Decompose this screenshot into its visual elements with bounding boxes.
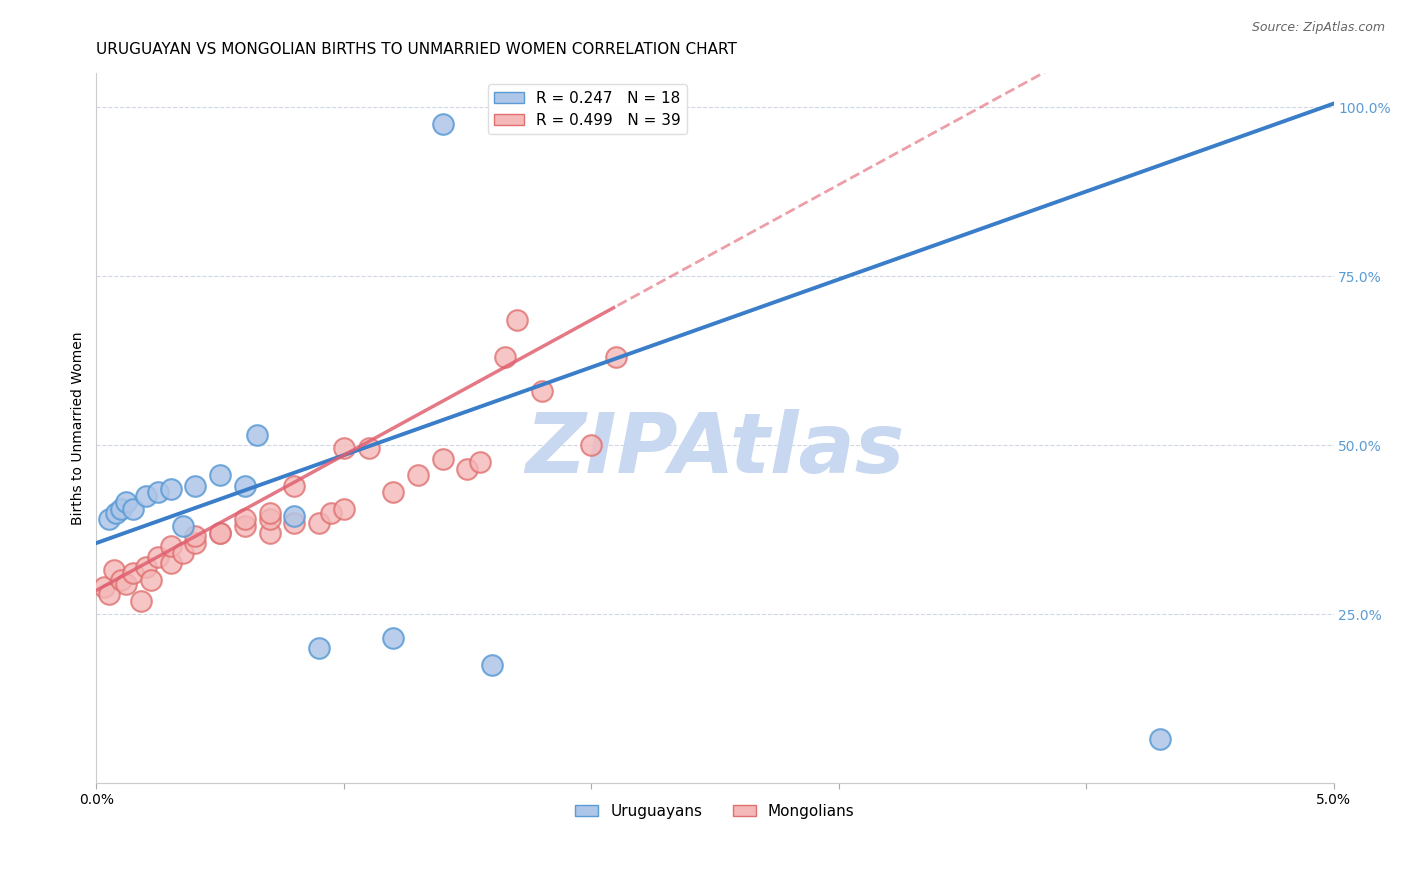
Point: [308, 640, 330, 655]
Point: [579, 438, 602, 452]
Point: [283, 508, 305, 523]
Point: [184, 536, 207, 550]
Point: [115, 576, 138, 591]
Point: [103, 563, 125, 577]
Point: [159, 540, 181, 554]
Point: [233, 512, 256, 526]
Point: [129, 593, 152, 607]
Text: URUGUAYAN VS MONGOLIAN BIRTHS TO UNMARRIED WOMEN CORRELATION CHART: URUGUAYAN VS MONGOLIAN BIRTHS TO UNMARRI…: [97, 42, 737, 57]
Text: ZIPAtlas: ZIPAtlas: [526, 409, 904, 490]
Point: [283, 516, 305, 530]
Point: [159, 557, 181, 571]
Point: [122, 502, 145, 516]
Point: [115, 495, 138, 509]
Point: [259, 506, 281, 520]
Point: [457, 461, 479, 475]
Point: [605, 350, 627, 364]
Point: [122, 566, 145, 581]
Point: [233, 478, 256, 492]
Point: [93, 580, 115, 594]
Point: [432, 117, 454, 131]
Point: [321, 506, 343, 520]
Point: [283, 478, 305, 492]
Point: [139, 573, 162, 587]
Point: [1149, 732, 1171, 747]
Point: [494, 350, 516, 364]
Point: [333, 442, 356, 456]
Point: [135, 559, 157, 574]
Point: [148, 485, 170, 500]
Point: [110, 573, 132, 587]
Point: [246, 428, 269, 442]
Point: [97, 587, 120, 601]
Point: [382, 485, 405, 500]
Point: [481, 657, 503, 672]
Point: [209, 468, 232, 483]
Point: [105, 506, 128, 520]
Point: [159, 482, 181, 496]
Point: [406, 468, 429, 483]
Point: [148, 549, 170, 564]
Point: [357, 442, 380, 456]
Point: [432, 451, 454, 466]
Point: [209, 525, 232, 540]
Point: [308, 516, 330, 530]
Point: [184, 529, 207, 543]
Point: [110, 502, 132, 516]
Point: [259, 525, 281, 540]
Point: [233, 519, 256, 533]
Point: [135, 489, 157, 503]
Point: [468, 455, 491, 469]
Y-axis label: Births to Unmarried Women: Births to Unmarried Women: [72, 331, 86, 524]
Point: [506, 313, 529, 327]
Point: [259, 512, 281, 526]
Point: [172, 546, 194, 560]
Point: [209, 525, 232, 540]
Legend: Uruguayans, Mongolians: Uruguayans, Mongolians: [569, 797, 860, 825]
Point: [382, 631, 405, 645]
Point: [97, 512, 120, 526]
Point: [184, 478, 207, 492]
Text: Source: ZipAtlas.com: Source: ZipAtlas.com: [1251, 21, 1385, 34]
Point: [530, 384, 553, 398]
Point: [172, 519, 194, 533]
Point: [333, 502, 356, 516]
